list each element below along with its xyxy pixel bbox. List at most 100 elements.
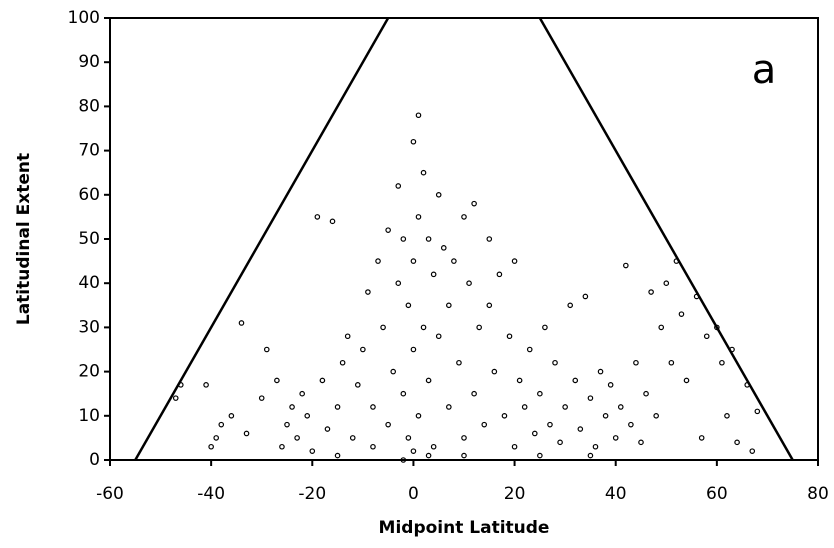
point [476,324,482,331]
y-tick-label: 40 [78,273,100,293]
x-tick-label: 0 [408,484,419,504]
point [228,412,235,419]
point [218,421,225,428]
point [395,183,402,189]
point [349,435,356,441]
point [663,280,670,287]
point [289,404,295,410]
point [719,359,725,366]
x-tick-label: -20 [298,484,326,504]
y-tick-label: 20 [78,362,100,382]
point [638,439,644,446]
point [511,443,518,450]
point [486,302,493,309]
point [354,382,361,388]
point [446,302,452,309]
point [587,452,594,459]
point [405,435,412,441]
point [521,404,528,410]
y-tick-label: 0 [89,450,100,470]
point [537,452,543,459]
point [410,448,417,454]
point [309,448,316,454]
point [334,452,341,459]
y-tick-label: 30 [78,317,100,337]
point [410,346,417,353]
point [592,443,599,450]
point [279,443,285,450]
point [724,412,730,419]
point [425,452,432,459]
point [339,359,346,366]
point [471,200,477,207]
point [360,346,366,353]
point [511,258,518,264]
point [506,333,513,340]
point [238,320,245,326]
point [466,280,472,287]
point [461,435,467,441]
x-tick-label: -40 [197,484,225,504]
point [299,390,305,397]
point [420,169,427,176]
point [440,245,447,251]
point [597,368,604,375]
point [446,404,452,410]
point [623,262,629,269]
point [749,448,756,454]
point [405,302,412,309]
point [365,289,371,295]
point [683,377,690,384]
point [491,368,498,375]
point [344,333,351,340]
y-axis-label: Latitudinal Extent [14,153,34,325]
point [607,382,614,388]
point [172,395,179,401]
y-tick-label: 100 [68,8,100,28]
point [410,258,417,264]
y-tick-label: 10 [78,406,100,426]
point [314,214,321,220]
point [274,377,280,384]
point [243,430,250,437]
point [612,435,619,441]
point [461,452,467,459]
point [319,377,326,384]
point [547,421,553,428]
point [668,359,675,366]
point [537,390,543,397]
point [304,412,311,419]
point [617,404,624,410]
point [557,439,563,446]
point [461,214,467,220]
point [395,280,402,287]
point [678,311,685,317]
point [587,395,594,401]
boundary-line [538,17,794,461]
point [370,443,376,450]
point [415,412,422,419]
point [451,258,457,264]
point [552,359,558,366]
point [542,324,548,331]
point [415,214,422,220]
point [294,435,300,441]
point [582,293,589,300]
point [602,412,609,419]
x-tick-label: 60 [706,484,728,504]
point [703,333,710,340]
point [628,421,634,428]
x-tick-label: 20 [504,484,526,504]
point [471,390,477,397]
point [562,404,568,410]
y-tick-label: 70 [78,141,100,161]
point [653,412,659,419]
point [425,236,432,242]
point [390,368,397,375]
x-tick-label: 80 [807,484,829,504]
point [698,435,705,441]
point [334,404,341,410]
point [643,390,649,397]
point [385,421,391,428]
